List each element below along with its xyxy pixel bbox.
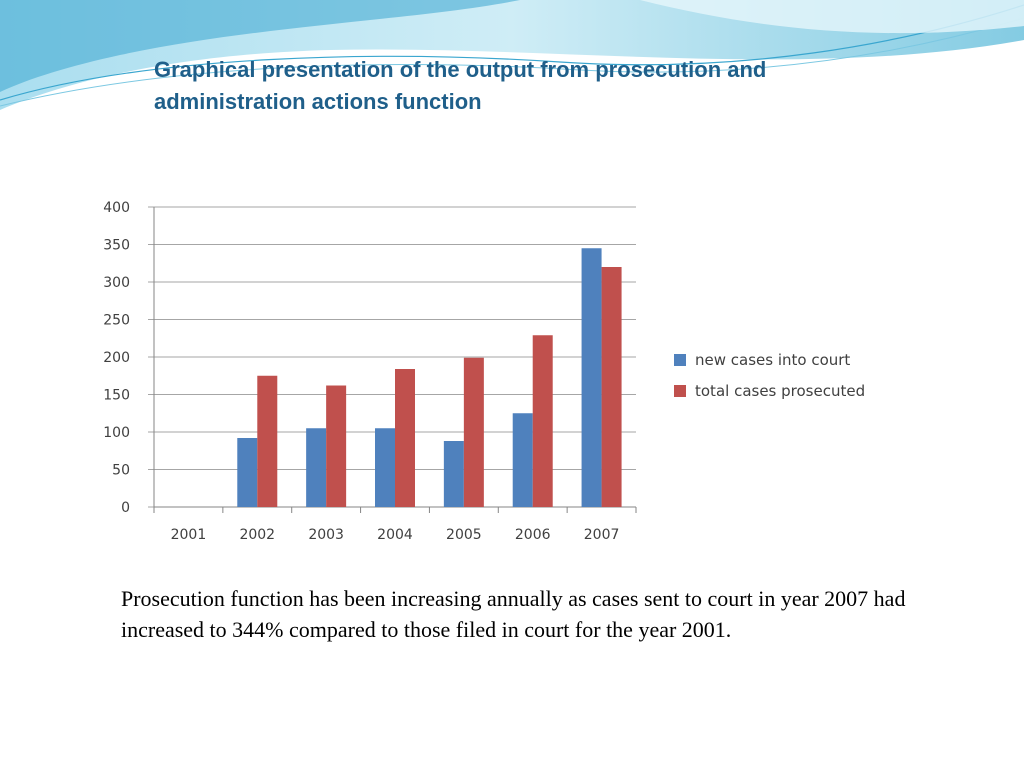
x-tick-label: 2002 [239,527,275,543]
x-tick-label: 2004 [377,527,413,543]
bar-new-cases-2004 [375,428,395,507]
bar-new-cases-2003 [306,428,327,507]
bar-total-prosecuted-2002 [257,375,278,507]
bar-new-cases-2002 [237,438,258,507]
y-tick-label: 100 [103,425,130,441]
legend-swatch [674,354,686,366]
y-tick-label: 200 [103,350,130,366]
bar-total-prosecuted-2007 [601,267,622,507]
chart-panel [90,198,916,542]
x-tick-label: 2001 [171,527,207,543]
y-tick-label: 400 [103,200,130,216]
bar-total-prosecuted-2005 [463,357,484,507]
bar-total-prosecuted-2006 [532,335,553,507]
x-tick-label: 2005 [446,527,482,543]
x-tick-label: 2006 [515,527,551,543]
legend-swatch [674,385,686,397]
legend-label: new cases into court [695,351,850,369]
header-wave-decoration [0,0,1024,110]
x-tick-label: 2007 [584,527,620,543]
x-tick-label: 2003 [308,527,344,543]
y-tick-label: 250 [103,313,130,329]
bar-new-cases-2006 [512,413,533,507]
y-tick-label: 50 [112,463,130,479]
bar-total-prosecuted-2004 [395,369,415,507]
bar-total-prosecuted-2003 [326,385,347,507]
y-tick-label: 150 [103,388,130,404]
y-tick-label: 350 [103,238,130,254]
slide-caption: Prosecution function has been increasing… [121,586,906,642]
legend-label: total cases prosecuted [695,382,865,400]
slide-title: Graphical presentation of the output fro… [154,57,767,114]
bar-new-cases-2005 [443,441,464,507]
y-tick-label: 300 [103,275,130,291]
bar-new-cases-2007 [581,248,602,507]
y-tick-label: 0 [121,500,130,516]
